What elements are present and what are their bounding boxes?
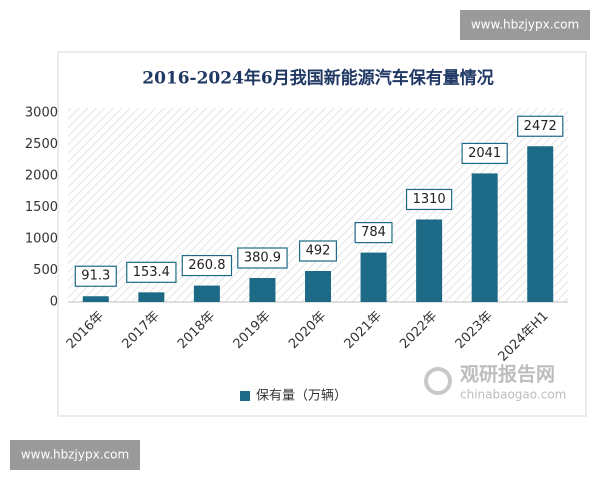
data-label: 91.3 (81, 269, 110, 284)
bar (527, 146, 554, 302)
data-label-box (74, 265, 117, 287)
watermark-box (10, 440, 140, 470)
legend-label: 保有量（万辆） (256, 389, 347, 404)
bar (82, 296, 109, 302)
legend-swatch (240, 391, 250, 401)
logo-name: 观研报告网 (460, 363, 555, 386)
data-label-box (126, 261, 177, 283)
watermark-box (460, 10, 590, 40)
data-label-box (237, 247, 288, 269)
watermark: www.hbzjypx.com (471, 18, 579, 32)
data-label: 2041 (468, 146, 501, 161)
bar (360, 252, 387, 302)
y-tick-label: 2500 (25, 137, 58, 152)
data-label: 153.4 (133, 265, 170, 280)
data-label-box (405, 188, 453, 211)
y-tick-label: 1000 (25, 232, 58, 247)
y-tick-label: 3000 (25, 106, 58, 121)
data-label-box (181, 254, 233, 277)
data-label: 492 (306, 244, 331, 259)
data-label-box (298, 240, 338, 262)
y-tick-label: 0 (50, 295, 58, 310)
logo-url: chinabaogao.com (460, 388, 566, 402)
bar (305, 271, 331, 302)
watermark: www.hbzjypx.com (21, 448, 129, 462)
y-tick-label: 500 (33, 263, 58, 278)
data-label: 1310 (413, 192, 446, 207)
y-tick-label: 1500 (25, 200, 58, 215)
bar (138, 292, 165, 302)
y-tick-label: 2000 (25, 169, 58, 184)
logo-icon (424, 367, 452, 395)
bar (416, 219, 443, 302)
chart-title: 2016-2024年6月我国新能源汽车保有量情况 (142, 68, 494, 89)
data-label: 784 (361, 225, 386, 240)
bar (471, 173, 498, 302)
bar (249, 278, 276, 302)
data-label-box (517, 115, 564, 137)
data-label: 2472 (524, 119, 557, 134)
data-label-box (461, 142, 508, 165)
data-label: 260.8 (188, 258, 225, 273)
bar (193, 285, 220, 302)
data-label-box (354, 222, 393, 244)
data-label: 380.9 (244, 251, 281, 266)
